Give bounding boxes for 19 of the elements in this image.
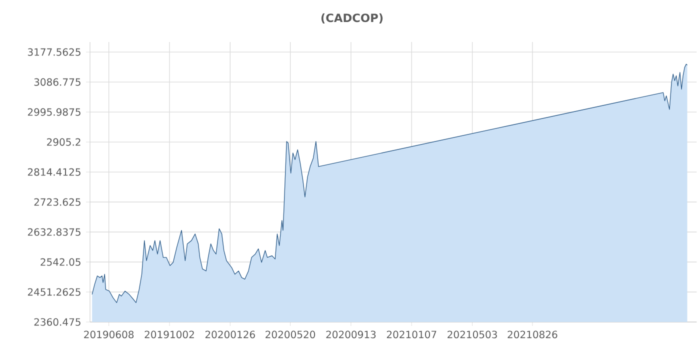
y-tick-label: 2905.2 — [47, 138, 80, 146]
y-tick-label: 2542.05 — [40, 258, 80, 266]
x-tick-label: 20191002 — [144, 330, 194, 338]
x-tick-label: 20200913 — [326, 330, 376, 338]
chart-title: (CADCOP) — [321, 13, 383, 24]
y-tick-label: 2995.9875 — [28, 108, 80, 116]
y-tick-label: 2723.625 — [34, 198, 80, 206]
x-tick-label: 20210826 — [508, 330, 558, 338]
y-tick-label: 3177.5625 — [28, 48, 80, 56]
x-tick-label: 20190608 — [84, 330, 134, 338]
y-tick-label: 2814.4125 — [28, 168, 80, 176]
x-tick-label: 20210107 — [386, 330, 436, 338]
y-tick-label: 2632.8375 — [28, 228, 80, 236]
x-tick-label: 20210503 — [448, 330, 497, 338]
y-tick-label: 2360.475 — [34, 318, 80, 326]
x-tick-label: 20200126 — [205, 330, 255, 338]
y-tick-label: 3086.775 — [34, 78, 80, 86]
y-tick-label: 2451.2625 — [28, 288, 80, 296]
x-tick-label: 20200520 — [266, 330, 316, 338]
